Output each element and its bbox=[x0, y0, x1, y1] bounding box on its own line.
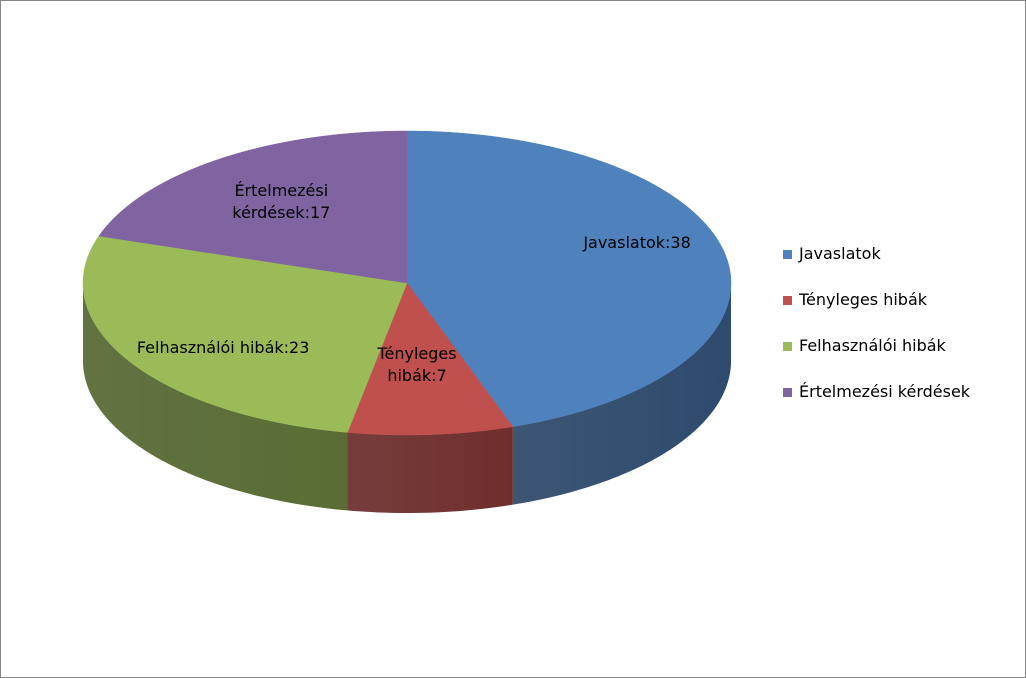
slice-top bbox=[406, 130, 732, 427]
slice-side-shade bbox=[347, 426, 513, 513]
legend-label: Felhasználói hibák bbox=[799, 336, 946, 355]
data-label: Felhasználói hibák:23 bbox=[136, 338, 310, 358]
legend-swatch bbox=[783, 296, 792, 305]
slice-side bbox=[512, 283, 731, 505]
slice-side-shade bbox=[83, 283, 348, 511]
pie-slice bbox=[82, 235, 408, 511]
legend-label: Javaslatok bbox=[799, 244, 881, 263]
slice-side bbox=[347, 426, 513, 513]
pie-slice bbox=[347, 282, 514, 513]
slice-top bbox=[98, 130, 408, 284]
data-label: Javaslatok:38 bbox=[583, 232, 691, 252]
data-label: Tényleges hibák:7 bbox=[377, 343, 457, 385]
slice-side-shade bbox=[512, 283, 731, 505]
slice-side bbox=[83, 283, 348, 511]
legend-label: Tényleges hibák bbox=[799, 290, 928, 309]
pie-slice bbox=[406, 130, 732, 505]
legend-swatch bbox=[783, 388, 792, 397]
pie-slice bbox=[98, 130, 408, 284]
slice-top bbox=[347, 282, 514, 436]
data-label: Értelmezési kérdések:17 bbox=[232, 180, 331, 222]
legend-swatch bbox=[783, 342, 792, 351]
legend-label: Értelmezési kérdések bbox=[799, 382, 971, 401]
legend-swatch bbox=[783, 250, 792, 259]
slice-top bbox=[82, 235, 408, 433]
